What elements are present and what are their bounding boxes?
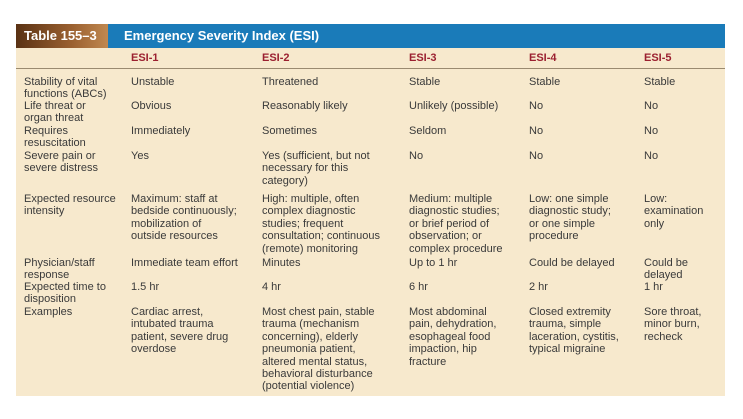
table-cell: No <box>409 150 424 162</box>
table-cell: Sore throat, minor burn, recheck <box>644 306 702 343</box>
row-label: Physician/staff response <box>24 257 95 282</box>
table-cell: Most chest pain, stable trauma (mechanis… <box>262 306 375 393</box>
column-header-row: ESI-1 ESI-2 ESI-3 ESI-4 ESI-5 <box>16 48 725 69</box>
column-header-esi-3: ESI-3 <box>409 52 437 64</box>
esi-table: Table 155–3 Emergency Severity Index (ES… <box>16 24 725 396</box>
table-cell: No <box>644 125 659 137</box>
table-cell: High: multiple, often complex diagnostic… <box>262 193 381 255</box>
table-cell: Medium: multiple diagnostic studies; or … <box>409 193 503 255</box>
column-header-esi-1: ESI-1 <box>131 52 159 64</box>
table-cell: Seldom <box>409 125 447 137</box>
table-cell: 6 hr <box>409 281 428 293</box>
table-cell: Could be delayed <box>529 257 615 269</box>
row-label: Life threat or organ threat <box>24 100 86 125</box>
table-cell: No <box>529 150 544 162</box>
table-title-bar: Table 155–3 Emergency Severity Index (ES… <box>16 24 725 48</box>
table-cell: Immediately <box>131 125 191 137</box>
table-cell: Yes <box>131 150 149 162</box>
table-cell: No <box>529 100 544 112</box>
table-cell: 4 hr <box>262 281 281 293</box>
table-cell: 2 hr <box>529 281 548 293</box>
row-label: Expected resource intensity <box>24 193 116 218</box>
table-cell: Unlikely (possible) <box>409 100 499 112</box>
table-cell: Immediate team effort <box>131 257 238 269</box>
row-label: Stability of vital functions (ABCs) <box>24 76 107 101</box>
table-cell: Stable <box>529 76 561 88</box>
table-title: Emergency Severity Index (ESI) <box>124 28 320 43</box>
table-cell: 1.5 hr <box>131 281 160 293</box>
table-number: Table 155–3 <box>16 24 108 48</box>
column-header-esi-5: ESI-5 <box>644 52 672 64</box>
table-cell: Minutes <box>262 257 301 269</box>
row-label: Expected time to disposition <box>24 281 106 306</box>
table-cell: Stable <box>644 76 676 88</box>
table-cell: Low: one simple diagnostic study; or one… <box>529 193 611 243</box>
table-cell: Cardiac arrest, intubated trauma patient… <box>131 306 229 356</box>
table-cell: Threatened <box>262 76 319 88</box>
table-cell: Reasonably likely <box>262 100 348 112</box>
table-cell: Maximum: staff at bedside continuously; … <box>131 193 237 243</box>
row-label: Examples <box>24 306 73 318</box>
table-cell: Unstable <box>131 76 175 88</box>
table-cell: Closed extremity trauma, simple lacerati… <box>529 306 619 356</box>
column-header-esi-2: ESI-2 <box>262 52 290 64</box>
table-cell: No <box>644 100 659 112</box>
table-cell: Sometimes <box>262 125 318 137</box>
table-cell: Obvious <box>131 100 172 112</box>
table-cell: Could be delayed <box>644 257 689 282</box>
table-cell: 1 hr <box>644 281 663 293</box>
table-cell: No <box>644 150 659 162</box>
table-cell: No <box>529 125 544 137</box>
table-cell: Most abdominal pain, dehydration, esopha… <box>409 306 497 368</box>
table-cell: Up to 1 hr <box>409 257 458 269</box>
table-cell: Stable <box>409 76 441 88</box>
row-label: Severe pain or severe distress <box>24 150 98 175</box>
column-header-esi-4: ESI-4 <box>529 52 557 64</box>
row-label: Requires resuscitation <box>24 125 86 150</box>
table-cell: Low: examination only <box>644 193 704 230</box>
table-cell: Yes (sufficient, but not necessary for t… <box>262 150 370 187</box>
